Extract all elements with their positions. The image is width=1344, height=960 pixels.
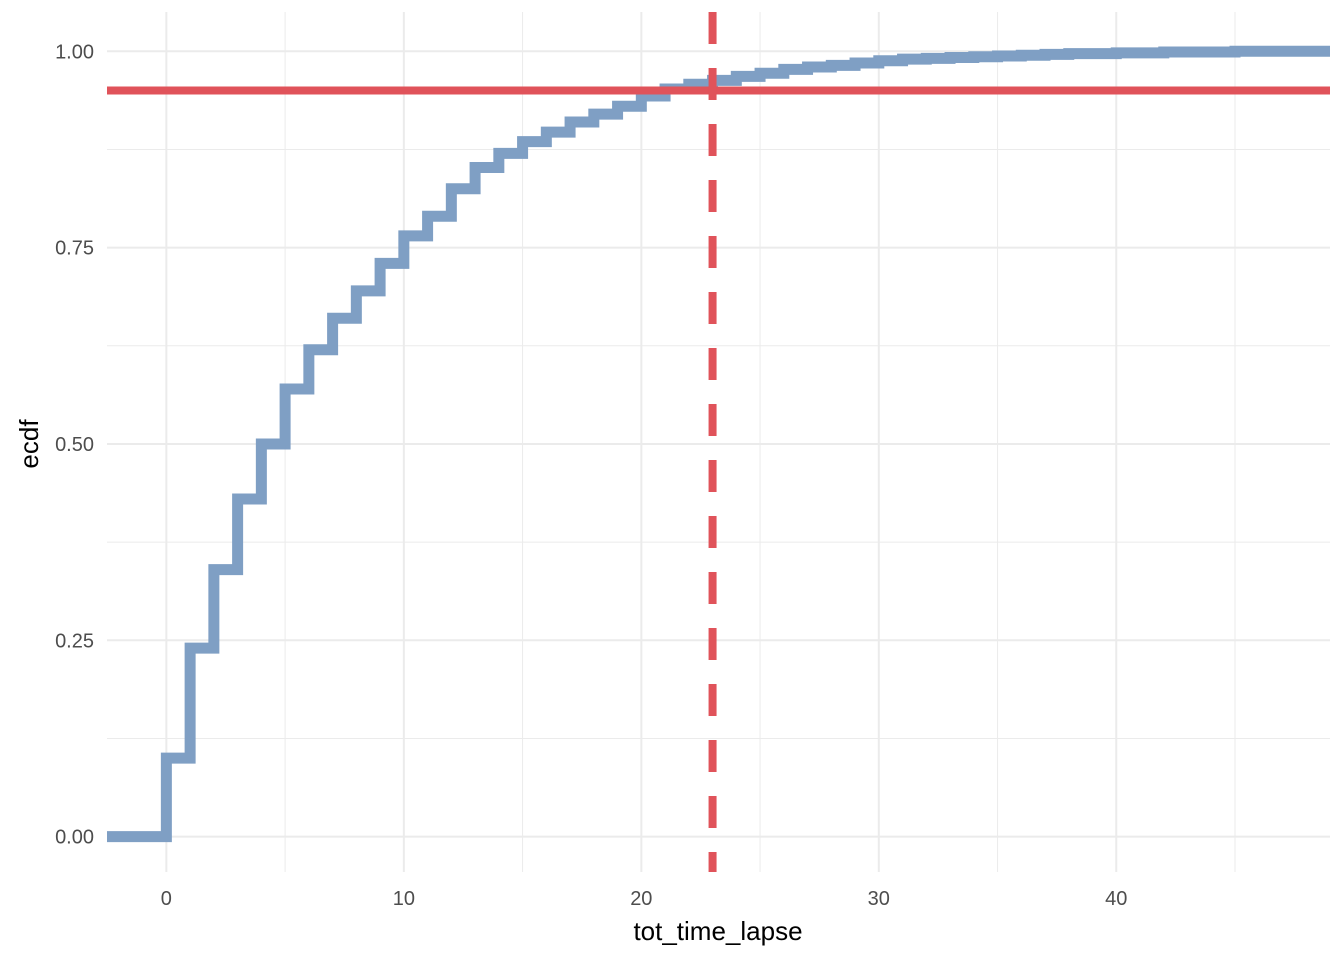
y-axis-title: ecdf xyxy=(14,419,44,469)
x-tick-label-3: 30 xyxy=(868,888,890,910)
y-tick-label-4: 1.00 xyxy=(55,41,94,63)
x-tick-label-4: 40 xyxy=(1105,888,1127,910)
x-axis-title: tot_time_lapse xyxy=(633,916,802,946)
series-layer xyxy=(107,45,1330,843)
reference-lines xyxy=(107,12,1330,872)
y-tick-label-3: 0.75 xyxy=(55,238,94,260)
y-tick-label-1: 0.25 xyxy=(55,630,94,652)
y-tick-label-0: 0.00 xyxy=(55,827,94,849)
ecdf-step-line-0 xyxy=(107,45,1330,843)
x-tick-label-0: 0 xyxy=(161,888,172,910)
x-axis-tick-labels: 0 10 20 30 40 xyxy=(161,888,1128,910)
x-tick-label-1: 10 xyxy=(393,888,415,910)
x-tick-label-2: 20 xyxy=(630,888,652,910)
major-gridlines xyxy=(107,12,1330,872)
y-tick-label-2: 0.50 xyxy=(55,434,94,456)
y-axis-tick-labels: 0.00 0.25 0.50 0.75 1.00 xyxy=(55,41,94,848)
